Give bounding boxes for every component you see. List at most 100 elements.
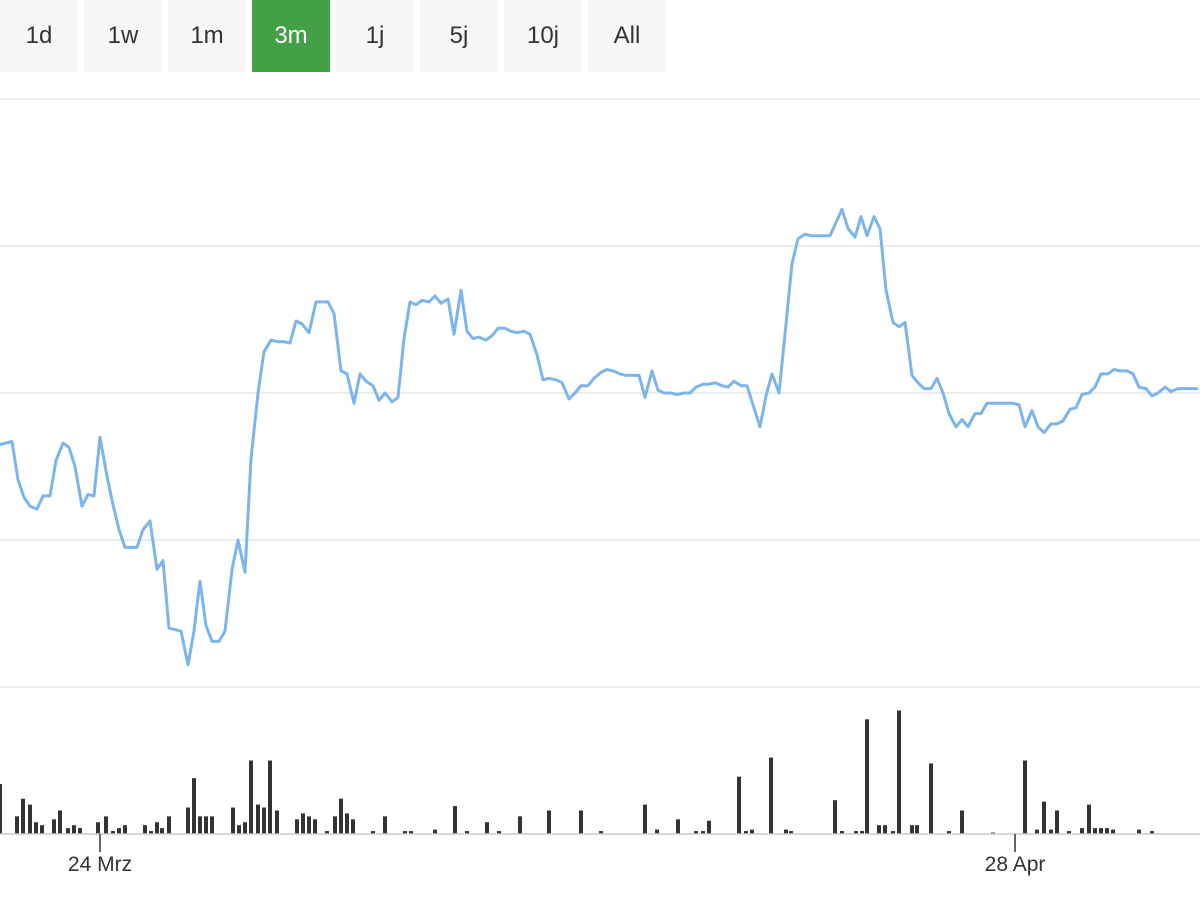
volume-bar <box>485 822 489 834</box>
volume-bar <box>104 816 108 834</box>
volume-bar <box>1137 829 1141 834</box>
volume-bar <box>301 813 305 834</box>
price-series-line[interactable] <box>0 207 1199 667</box>
volume-bar <box>784 829 788 834</box>
volume-bar <box>655 829 659 834</box>
volume-bar <box>243 822 247 834</box>
range-selector: 1d 1w 1m 3m 1j 5j 10j All <box>0 0 672 72</box>
volume-bar <box>237 825 241 834</box>
volume-bar <box>877 825 881 834</box>
volume-bar <box>262 807 266 834</box>
volume-bar <box>325 831 329 834</box>
volume-bar <box>694 831 698 834</box>
volume-bar <box>643 804 647 834</box>
volume-bar <box>1035 829 1039 834</box>
volume-bar <box>275 810 279 834</box>
volume-bar <box>268 760 272 834</box>
x-tick-label: 24 Mrz <box>68 853 132 876</box>
volume-bar <box>433 829 437 834</box>
volume-bar <box>1055 810 1059 834</box>
volume-bar <box>860 831 864 834</box>
volume-bar <box>1067 831 1071 834</box>
volume-bar <box>40 825 44 834</box>
volume-bar <box>409 831 413 834</box>
volume-bar <box>167 816 171 834</box>
volume-bar <box>155 822 159 834</box>
volume-bar <box>192 778 196 834</box>
range-button-1d[interactable]: 1d <box>0 0 78 72</box>
volume-bar <box>929 763 933 834</box>
volume-bar <box>96 822 100 834</box>
volume-bar <box>854 831 858 834</box>
volume-bar <box>52 819 56 834</box>
volume-bar <box>1023 760 1027 834</box>
volume-bar <box>1049 829 1053 834</box>
volume-bar <box>769 757 773 834</box>
volume-bar <box>117 828 121 834</box>
volume-bar <box>701 831 705 834</box>
volume-bar <box>599 831 603 834</box>
volume-bar <box>865 719 869 834</box>
volume-bar <box>840 831 844 834</box>
volume-bar <box>897 710 901 834</box>
volume-bar <box>1105 828 1109 834</box>
volume-bar <box>123 825 127 834</box>
volume-bar <box>186 807 190 834</box>
volume-bar <box>1087 804 1091 834</box>
volume-bar <box>737 776 741 834</box>
volume-bar <box>0 784 2 834</box>
volume-bar <box>579 810 583 834</box>
volume-bar <box>204 816 208 834</box>
volume-bar <box>249 760 253 834</box>
grid-lines <box>0 98 1200 688</box>
volume-bar <box>833 800 837 834</box>
volume-bar <box>333 816 337 834</box>
volume-bar <box>371 831 375 834</box>
range-button-1m[interactable]: 1m <box>168 0 246 72</box>
volume-bar <box>21 798 25 834</box>
range-button-1j[interactable]: 1j <box>336 0 414 72</box>
volume-bar <box>789 831 793 834</box>
volume-bar <box>465 831 469 834</box>
volume-bar <box>1080 828 1084 834</box>
volume-bar <box>198 816 202 834</box>
volume-bar <box>339 798 343 834</box>
volume-bar <box>313 819 317 834</box>
range-button-5j[interactable]: 5j <box>420 0 498 72</box>
volume-bars <box>0 710 1154 834</box>
volume-bar <box>750 829 754 834</box>
volume-bar <box>34 822 38 834</box>
volume-bar <box>58 810 62 834</box>
range-button-10j[interactable]: 10j <box>504 0 582 72</box>
volume-bar <box>403 831 407 834</box>
volume-bar <box>744 831 748 834</box>
volume-bar <box>1099 828 1103 834</box>
range-button-all[interactable]: All <box>588 0 666 72</box>
volume-bar <box>518 816 522 834</box>
volume-bar <box>345 813 349 834</box>
volume-bar <box>256 804 260 834</box>
volume-bar <box>910 825 914 834</box>
volume-bar <box>883 825 887 834</box>
volume-bar <box>295 819 299 834</box>
volume-bar <box>143 825 147 834</box>
volume-bar <box>351 819 355 834</box>
volume-bar <box>676 819 680 834</box>
volume-bar <box>307 816 311 834</box>
volume-bar <box>1150 831 1154 834</box>
volume-bar <box>72 825 76 834</box>
volume-bar <box>28 804 32 834</box>
volume-bar <box>947 831 951 834</box>
volume-bar <box>453 806 457 834</box>
range-button-3m[interactable]: 3m <box>252 0 330 72</box>
volume-bar <box>891 831 895 834</box>
range-button-1w[interactable]: 1w <box>84 0 162 72</box>
volume-bar <box>66 828 70 834</box>
volume-bar <box>1093 828 1097 834</box>
x-tick-label: 28 Apr <box>985 853 1046 876</box>
volume-bar <box>915 825 919 834</box>
volume-bar <box>1042 801 1046 834</box>
volume-bar <box>707 820 711 834</box>
volume-bar <box>497 831 501 834</box>
